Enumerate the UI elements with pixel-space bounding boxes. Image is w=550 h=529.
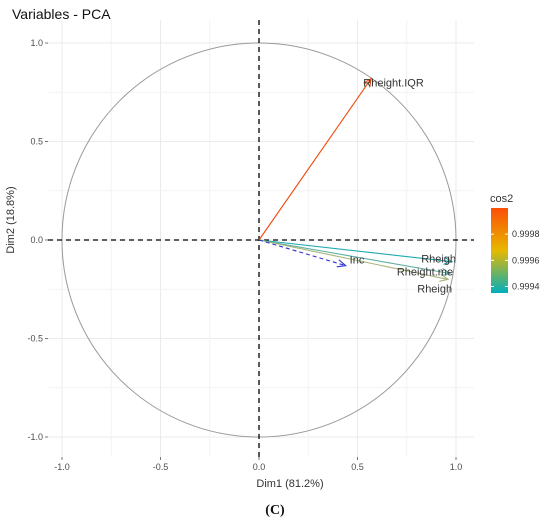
axis-ticks: -1.0 -0.5 0.0 0.5 1.0 -1.0 -0.5 0.0 0.5 1.0 xyxy=(27,38,462,472)
x-tick-label: -0.5 xyxy=(153,462,169,472)
vector-arrowhead xyxy=(363,77,373,88)
vector-label: Rheigh xyxy=(421,254,456,266)
y-tick-label: -0.5 xyxy=(27,334,43,344)
chart-title: Variables - PCA xyxy=(12,6,111,22)
x-tick-label: 0.0 xyxy=(253,462,266,472)
vector-arrow xyxy=(258,239,451,275)
y-tick-label: 1.0 xyxy=(30,38,43,48)
vector-arrowhead xyxy=(439,273,450,282)
legend-tick-label: 0.9996 xyxy=(512,255,540,265)
variable-vectors xyxy=(258,77,454,282)
x-tick-label: 0.5 xyxy=(351,462,364,472)
plot-panel xyxy=(48,20,474,457)
x-tick-label: -1.0 xyxy=(54,462,70,472)
vector-label: Rheigh xyxy=(417,283,452,295)
x-axis-label: Dim1 (81.2%) xyxy=(256,478,323,490)
vector-label: Inc xyxy=(350,255,365,267)
figure-caption: (C) xyxy=(265,503,285,518)
vector-label: Rheight.me xyxy=(397,266,453,278)
y-axis-label: Dim2 (18.8%) xyxy=(5,186,17,253)
vector-arrow xyxy=(258,239,346,267)
vector-arrow xyxy=(258,239,453,263)
y-tick-label: 0.5 xyxy=(30,137,43,147)
vector-arrowhead xyxy=(441,268,452,277)
legend-title: cos2 xyxy=(490,193,513,205)
legend-tick-label: 0.9994 xyxy=(512,281,540,291)
x-tick-label: 1.0 xyxy=(450,462,463,472)
vector-arrow xyxy=(258,78,372,241)
vector-arrowhead xyxy=(336,259,347,268)
y-tick-label: 0.0 xyxy=(30,235,43,245)
y-tick-label: -1.0 xyxy=(27,432,43,442)
vector-arrowhead xyxy=(443,256,454,265)
vector-arrow xyxy=(258,239,449,280)
reference-lines xyxy=(48,20,474,457)
legend-colorbar xyxy=(491,208,508,293)
legend-ticks: 0.9998 0.9996 0.9994 xyxy=(491,229,540,291)
vector-label: Rheight.IQR xyxy=(363,77,424,89)
legend-tick-label: 0.9998 xyxy=(512,229,540,239)
cos2-legend: cos2 0.9998 0.9996 0.9994 xyxy=(490,193,540,293)
